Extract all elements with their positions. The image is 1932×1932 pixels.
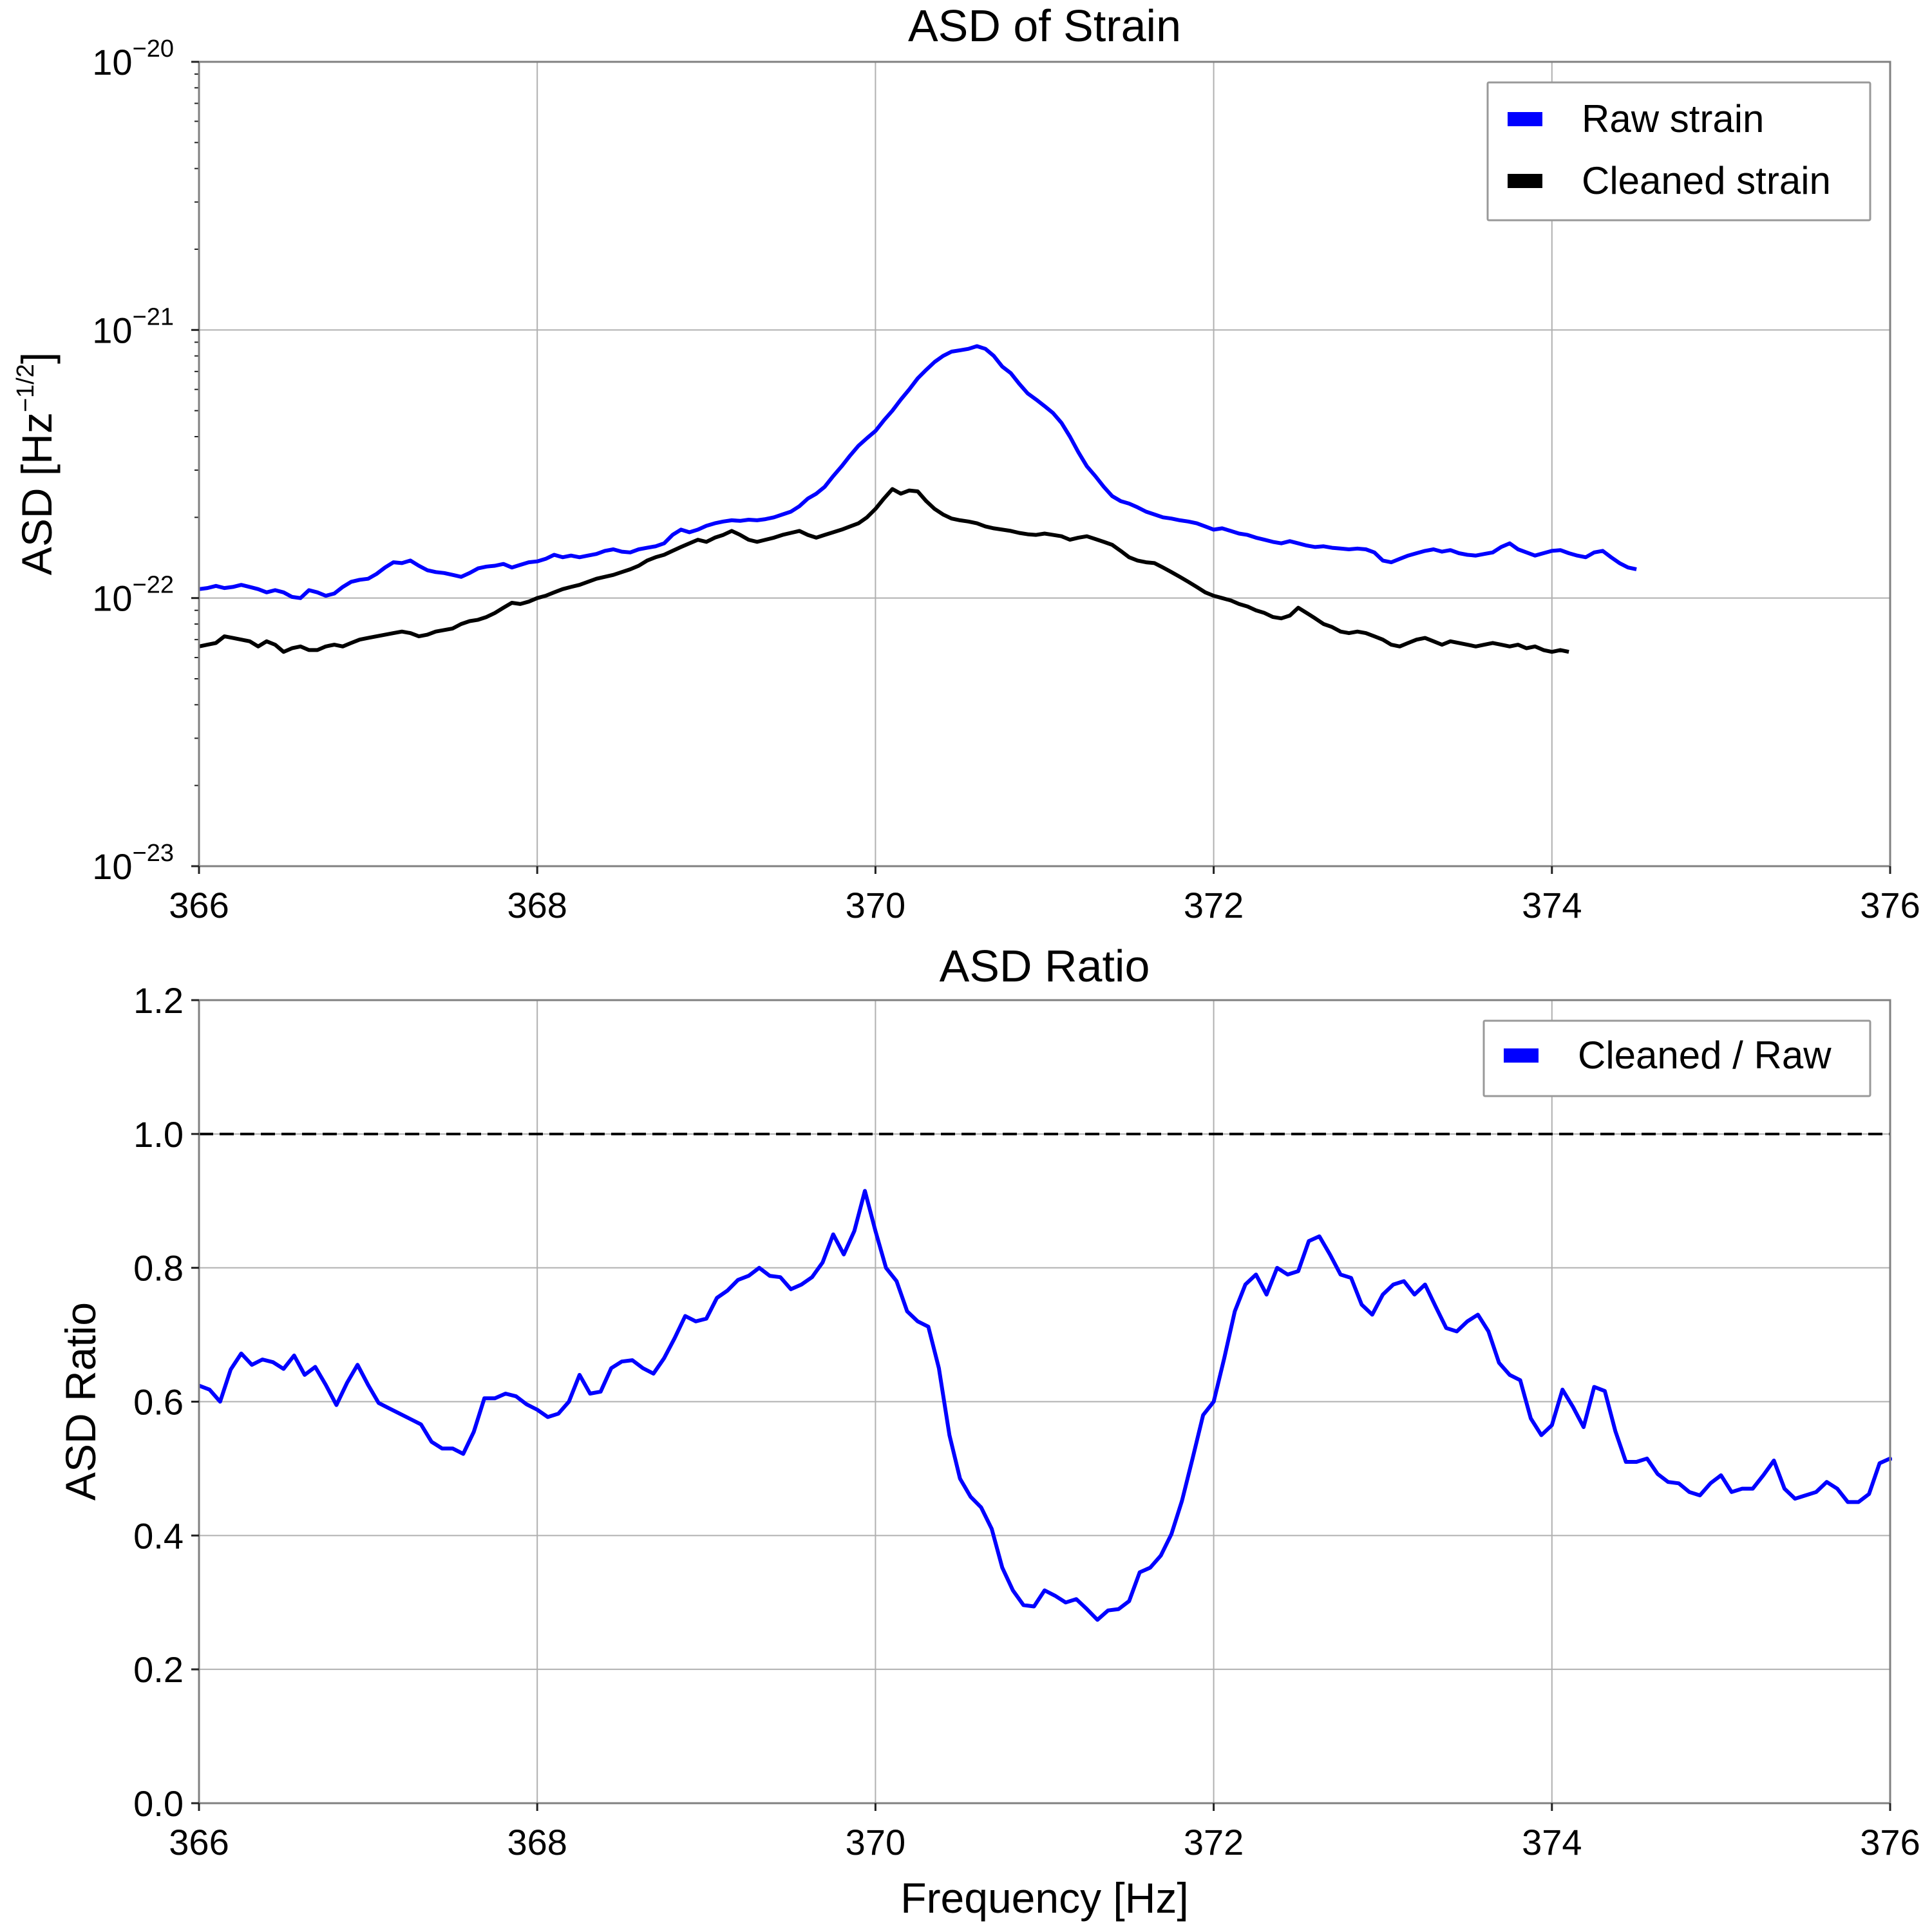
panel2-ytick-label-1.0: 1.0 bbox=[133, 1114, 184, 1155]
panel1-y-tick-labels: 10−20 10−21 10−22 10−23 bbox=[92, 35, 174, 887]
panel1-xtick-label-372: 372 bbox=[1184, 885, 1244, 925]
panel2-ytick-label-0.8: 0.8 bbox=[133, 1248, 184, 1289]
panel1-xtick-label-366: 366 bbox=[169, 885, 229, 925]
panel1-axes-frame bbox=[198, 61, 1891, 867]
legend-swatch-raw-strain bbox=[1508, 112, 1542, 126]
panel1-series-layer bbox=[198, 344, 1637, 654]
legend-swatch-cleaned-over-raw bbox=[1504, 1048, 1539, 1063]
panel2-x-axis-label: Frequency [Hz] bbox=[900, 1874, 1189, 1922]
panel2-xtick-label-374: 374 bbox=[1522, 1822, 1582, 1862]
panel1-ytick-label-−20: 10−20 bbox=[92, 35, 174, 82]
panel-asd-ratio: ASD Ratio 366 368 370 372 374 376 0.00.20.40.… bbox=[57, 941, 1920, 1922]
panel2-grid bbox=[198, 999, 1891, 1804]
panel1-xtick-label-376: 376 bbox=[1860, 885, 1920, 925]
series-line-cleaned-raw bbox=[198, 1189, 1892, 1622]
panel1-legend: Raw strain Cleaned strain bbox=[1486, 81, 1871, 222]
panel2-xtick-label-376: 376 bbox=[1860, 1822, 1920, 1862]
series-line-raw-strain bbox=[198, 344, 1637, 600]
panel1-x-tick-labels: 366 368 370 372 374 376 bbox=[169, 885, 1920, 925]
panel2-ytick-label-0.2: 0.2 bbox=[133, 1649, 184, 1690]
panel1-xtick-label-368: 368 bbox=[507, 885, 567, 925]
panel2-y-tick-labels: 0.0 0.2 0.4 0.6 0.8 1.0 1.2 bbox=[133, 980, 184, 1824]
panel2-xtick-label-366: 366 bbox=[169, 1822, 229, 1862]
panel1-y-axis-label: ASD [Hz−1/2] bbox=[12, 352, 61, 575]
panel2-y-axis-label: ASD Ratio bbox=[57, 1302, 104, 1501]
legend-label-cleaned-strain: Cleaned strain bbox=[1582, 159, 1831, 202]
panel2-legend: Cleaned / Raw bbox=[1482, 1019, 1871, 1097]
panel2-ytick-label-0.0: 0.0 bbox=[133, 1783, 184, 1824]
panel2-title: ASD Ratio bbox=[940, 941, 1150, 991]
panel1-title: ASD of Strain bbox=[908, 1, 1181, 51]
panel-asd-strain: ASD of Strain 366 368 370 372 374 376 10−2010… bbox=[12, 1, 1920, 925]
panel2-xtick-label-368: 368 bbox=[507, 1822, 567, 1862]
panel1-ytick-label-−22: 10−22 bbox=[92, 572, 174, 619]
panel2-ticks bbox=[191, 999, 1891, 1811]
panel1-ticks bbox=[191, 61, 1891, 874]
panel1-ytick-label-−21: 10−21 bbox=[92, 303, 174, 350]
panel2-x-tick-labels: 366 368 370 372 374 376 bbox=[169, 1822, 1920, 1862]
panel2-series-layer bbox=[198, 1189, 1892, 1622]
panel2-xtick-label-372: 372 bbox=[1184, 1822, 1244, 1862]
legend-label-cleaned-over-raw: Cleaned / Raw bbox=[1578, 1034, 1832, 1077]
panel2-ytick-label-1.2: 1.2 bbox=[133, 980, 184, 1021]
panel2-ytick-label-0.6: 0.6 bbox=[133, 1382, 184, 1423]
panel1-ytick-label-−23: 10−23 bbox=[92, 840, 174, 887]
panel2-ytick-label-0.4: 0.4 bbox=[133, 1515, 184, 1556]
panel1-legend-box bbox=[1486, 81, 1871, 222]
legend-swatch-cleaned-strain bbox=[1508, 174, 1542, 188]
panel2-xtick-label-370: 370 bbox=[846, 1822, 905, 1862]
panel1-xtick-label-374: 374 bbox=[1522, 885, 1582, 925]
panel1-xtick-label-370: 370 bbox=[846, 885, 905, 925]
panel2-legend-box bbox=[1482, 1019, 1871, 1097]
legend-label-raw-strain: Raw strain bbox=[1582, 97, 1764, 140]
series-line-cleaned-strain bbox=[198, 487, 1569, 654]
